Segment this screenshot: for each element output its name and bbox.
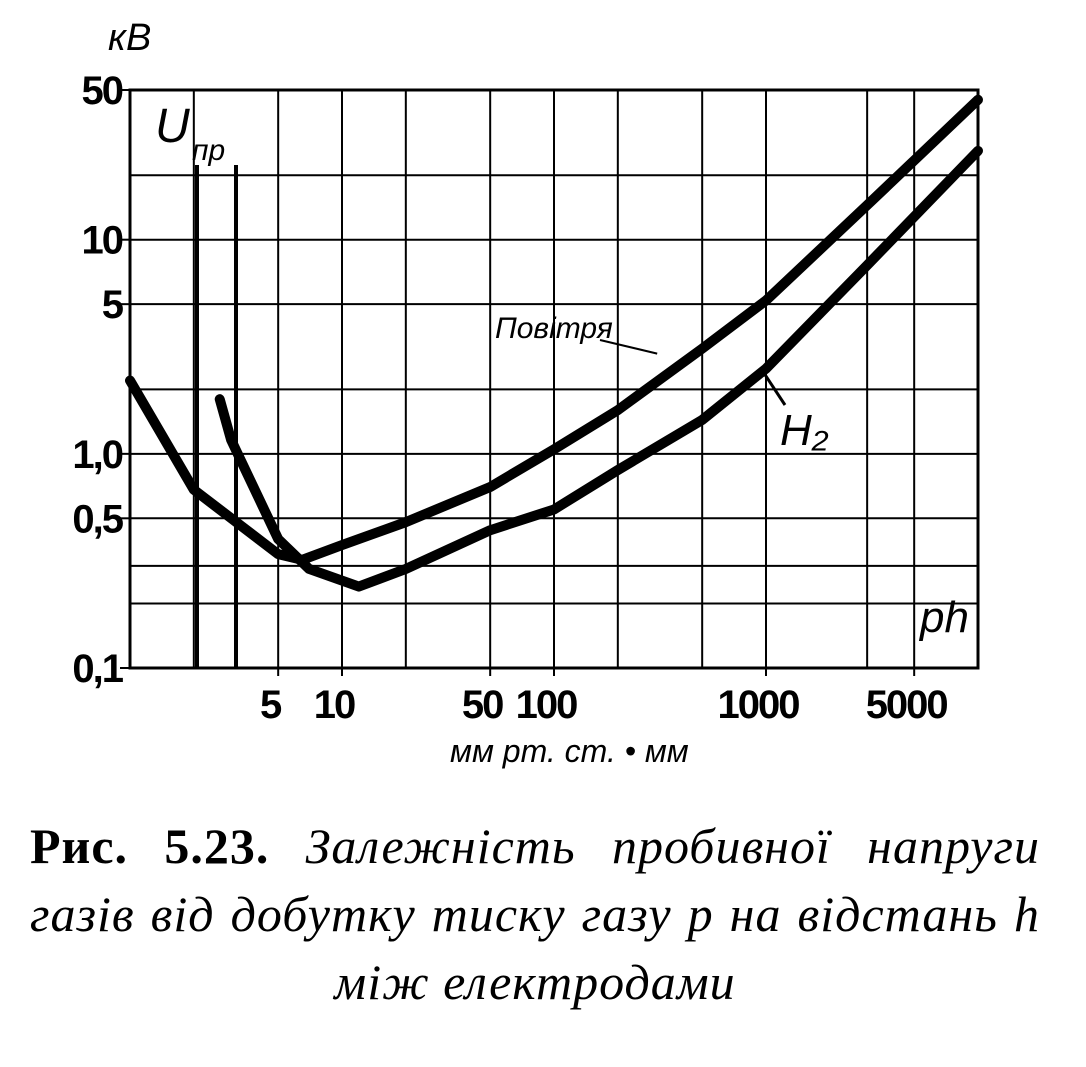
series-label: H₂ (780, 406, 829, 455)
x-tick-label: 50 (462, 683, 503, 727)
caption-text: Залежність пробивної напруги газів від д… (30, 818, 1040, 1010)
leader-line (759, 367, 787, 406)
caption-label: Рис. 5.23. (30, 818, 270, 874)
y-tick-label: 1,0 (72, 433, 122, 477)
series-line (214, 145, 983, 592)
x-variable: ph (918, 593, 969, 642)
leader-line (599, 339, 658, 355)
x-label: мм рт. ст. • мм (450, 733, 689, 769)
series-line (125, 94, 983, 565)
chart: кВ U пр ph мм рт. ст. • мм 0,1 0,5 1,0 5 10 5… (72, 17, 983, 769)
y-tick-label: 10 (82, 219, 123, 263)
x-tick-label: 10 (314, 683, 355, 727)
y-label-sub: пр (192, 134, 225, 167)
caption: Рис. 5.23. Залежність пробивної напруги … (30, 812, 1040, 1016)
y-tick-label: 5 (102, 283, 124, 327)
x-tick-label: 100 (516, 683, 577, 727)
y-tick-label: 0,1 (72, 647, 123, 691)
y-tick-label: 50 (82, 69, 123, 113)
x-tick-label: 5000 (866, 683, 948, 727)
y-unit: кВ (108, 17, 151, 59)
x-tick-label: 5 (260, 683, 282, 727)
x-tick-label: 1000 (718, 683, 800, 727)
y-tick-label: 0,5 (72, 497, 123, 541)
series-label: Повітря (495, 312, 613, 345)
y-label: U (155, 100, 190, 153)
